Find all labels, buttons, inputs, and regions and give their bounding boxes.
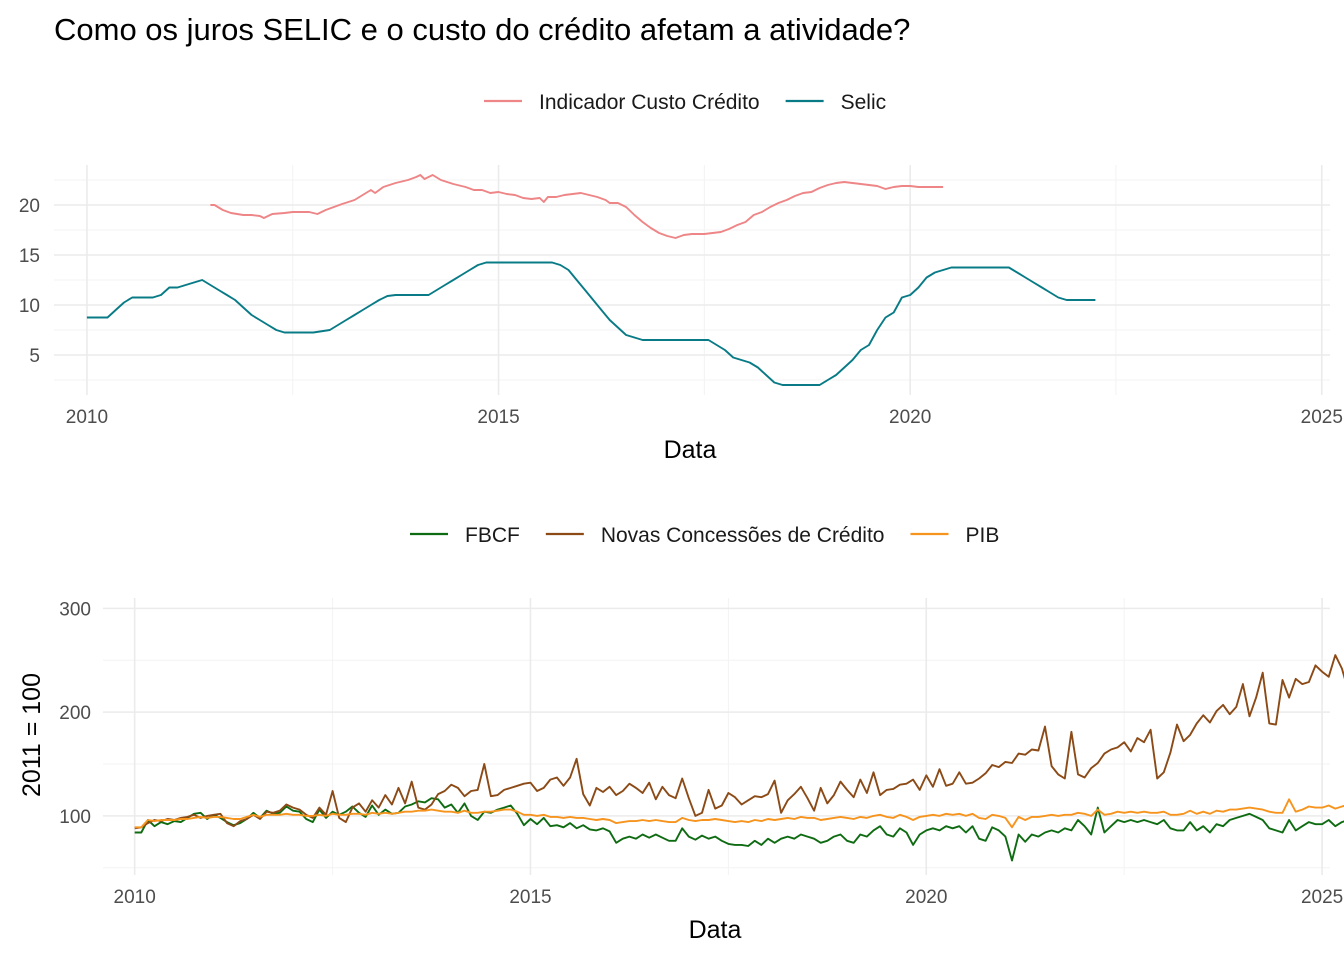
chart-activity-y-axis-title: 2011 = 100 (18, 673, 46, 797)
x-tick-label: 2020 (905, 887, 947, 908)
page-title: Como os juros SELIC e o custo do crédito… (54, 12, 911, 47)
chart-activity-grid (103, 598, 1330, 875)
y-tick-label: 5 (29, 346, 40, 367)
x-tick-label: 2025 (1301, 887, 1343, 908)
series-line-selic (86, 261, 1096, 386)
chart-interest-legend: Indicador Custo Crédito Selic (484, 91, 886, 114)
chart-interest-lines (86, 174, 1096, 386)
chart-activity-x-ticks: 2010 2015 2020 2025 (114, 887, 1344, 908)
legend-item-fbcf: FBCF (410, 524, 520, 547)
x-tick-label: 2015 (477, 407, 519, 428)
chart-interest-grid (54, 165, 1330, 395)
chart-interest-x-axis-title: Data (664, 436, 717, 464)
y-tick-label: 20 (19, 196, 40, 217)
series-line-indicador-custo-credito (210, 174, 944, 239)
legend-item-novas-concessoes-de-credito: Novas Concessões de Crédito (545, 524, 885, 547)
chart-interest-rates: 5 10 15 20 2010 2015 2020 2025 Data Indicador … (19, 91, 1343, 464)
legend-label-indicador-custo-credito: Indicador Custo Crédito (539, 91, 760, 114)
legend-label-novas-concessoes-de-credito: Novas Concessões de Crédito (601, 524, 885, 547)
legend-item-pib: PIB (910, 524, 999, 547)
series-line-pib (134, 798, 1344, 829)
x-tick-label: 2010 (114, 887, 156, 908)
x-tick-label: 2020 (889, 407, 931, 428)
chart-activity-y-ticks: 100 200 300 (59, 599, 91, 827)
y-tick-label: 300 (59, 599, 91, 620)
chart-activity: 100 200 300 2010 2015 2020 2025 Data 2011 = 1… (18, 524, 1344, 944)
series-line-fbcf (134, 797, 1344, 862)
x-tick-label: 2025 (1301, 407, 1343, 428)
legend-label-selic: Selic (841, 91, 887, 114)
chart-activity-lines (134, 654, 1344, 862)
series-line-novas-concessoes-de-credito (134, 654, 1344, 830)
legend-label-pib: PIB (965, 524, 999, 547)
chart-interest-x-ticks: 2010 2015 2020 2025 (66, 407, 1343, 428)
x-tick-label: 2015 (509, 887, 551, 908)
y-tick-label: 15 (19, 246, 40, 267)
chart-interest-y-ticks: 5 10 15 20 (19, 196, 40, 367)
y-tick-label: 10 (19, 296, 40, 317)
legend-item-selic: Selic (785, 91, 887, 114)
chart-activity-x-axis-title: Data (689, 916, 742, 944)
y-tick-label: 100 (59, 807, 91, 828)
legend-item-indicador-custo-credito: Indicador Custo Crédito (484, 91, 760, 114)
chart-activity-legend: FBCF Novas Concessões de Crédito PIB (410, 524, 999, 547)
y-tick-label: 200 (59, 703, 91, 724)
x-tick-label: 2010 (66, 407, 108, 428)
legend-label-fbcf: FBCF (465, 524, 520, 547)
